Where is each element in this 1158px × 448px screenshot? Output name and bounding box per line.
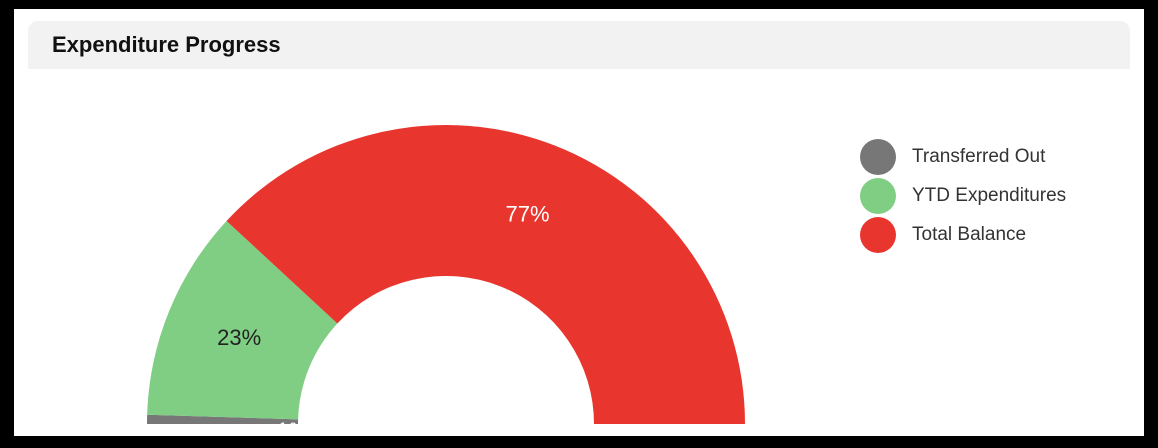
- legend-item-ytd-expenditures[interactable]: YTD Expenditures: [860, 176, 1066, 215]
- legend-label: Total Balance: [912, 223, 1027, 245]
- chart-panel: Expenditure Progress 1% 23% 77% Transferre…: [14, 9, 1144, 436]
- legend-swatch: [860, 138, 896, 175]
- expenditure-gauge-chart: 1% 23% 77%: [147, 124, 746, 436]
- legend-item-transferred-out[interactable]: Transferred Out: [860, 137, 1066, 176]
- legend-swatch: [860, 177, 896, 214]
- panel-header: Expenditure Progress: [28, 21, 1130, 69]
- chart-legend: Transferred Out YTD Expenditures Total Bal…: [860, 137, 1066, 254]
- legend-label: YTD Expenditures: [912, 184, 1067, 206]
- legend-label: Transferred Out: [912, 145, 1046, 167]
- legend-swatch: [860, 216, 896, 253]
- data-label-total-balance: 77%: [505, 202, 549, 227]
- panel-title: Expenditure Progress: [52, 32, 281, 57]
- legend-item-total-balance[interactable]: Total Balance: [860, 215, 1066, 254]
- data-label-ytd-expenditures: 23%: [217, 325, 261, 350]
- gauge-slice-total-balance[interactable]: [226, 124, 746, 424]
- gauge-slice-ytd-expenditures[interactable]: [147, 220, 338, 420]
- gauge-slice-transferred-out[interactable]: [147, 414, 299, 424]
- data-label-transferred-out: 1%: [277, 418, 309, 436]
